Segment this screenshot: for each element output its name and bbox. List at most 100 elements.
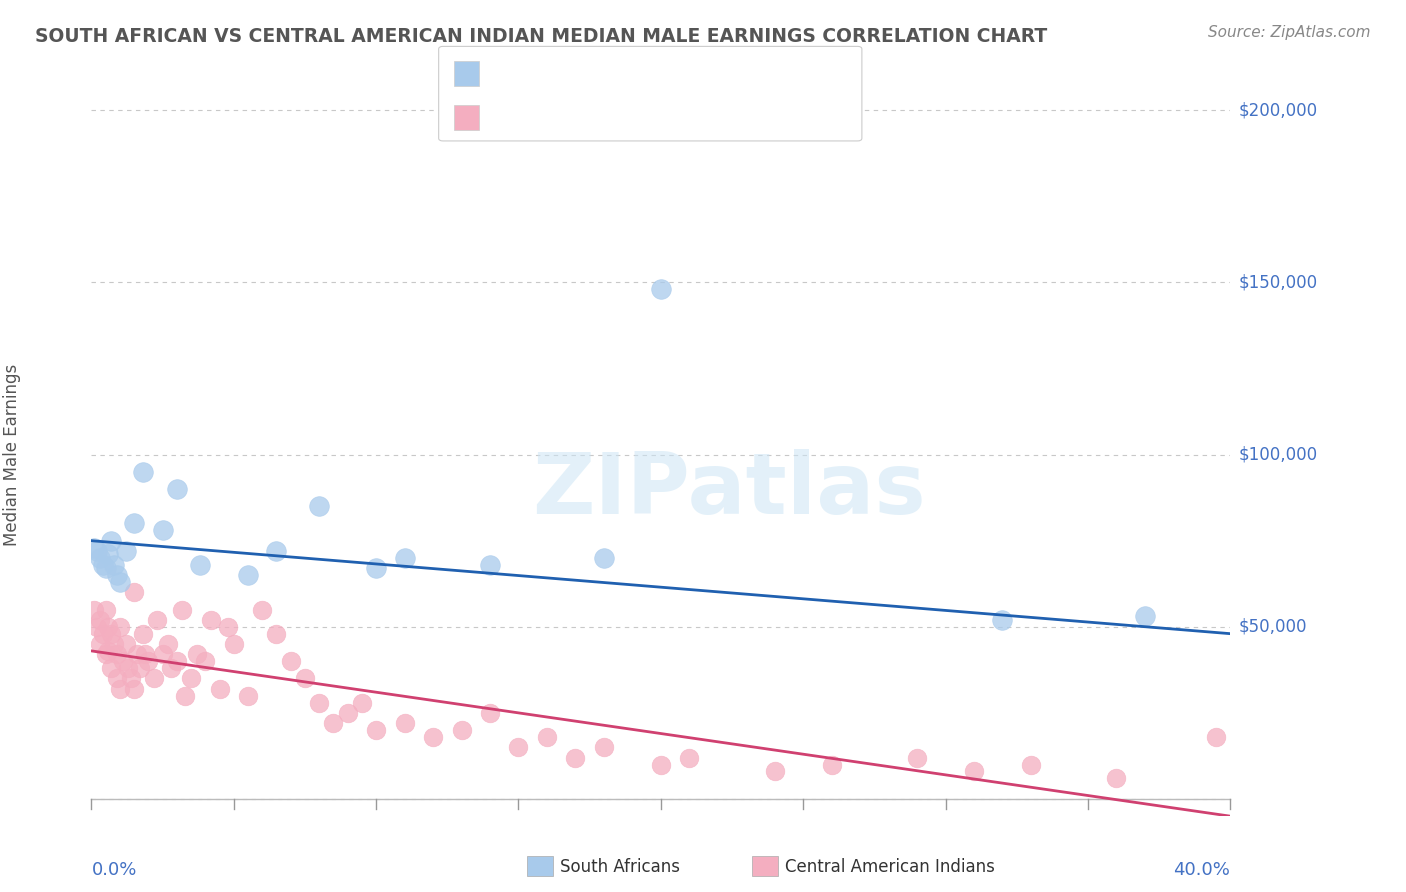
Point xyxy=(138,654,160,668)
Point xyxy=(114,544,136,558)
Point xyxy=(1133,609,1156,624)
Point xyxy=(678,750,700,764)
Point xyxy=(174,689,197,703)
Point xyxy=(394,550,416,565)
Point xyxy=(83,602,105,616)
Text: N =: N = xyxy=(578,65,626,83)
Point xyxy=(105,672,128,686)
Point xyxy=(100,533,122,548)
Point xyxy=(200,613,222,627)
Point xyxy=(152,648,174,662)
Point xyxy=(180,672,202,686)
Text: South Africans: South Africans xyxy=(560,858,679,876)
Point xyxy=(157,637,180,651)
Point xyxy=(122,681,145,696)
Point xyxy=(322,716,344,731)
Point xyxy=(108,681,131,696)
Text: 26: 26 xyxy=(612,65,633,83)
Point xyxy=(364,561,387,575)
Point xyxy=(308,500,330,514)
Point xyxy=(236,568,259,582)
Point xyxy=(152,524,174,538)
Point xyxy=(91,626,114,640)
Point xyxy=(308,696,330,710)
Point xyxy=(364,723,387,737)
Point xyxy=(97,548,120,562)
Point xyxy=(94,602,117,616)
Point xyxy=(117,661,139,675)
Text: Source: ZipAtlas.com: Source: ZipAtlas.com xyxy=(1208,25,1371,40)
Text: R =: R = xyxy=(489,65,526,83)
Point xyxy=(963,764,986,779)
Point xyxy=(97,620,120,634)
Point xyxy=(105,648,128,662)
Text: $100,000: $100,000 xyxy=(1239,446,1317,464)
Text: SOUTH AFRICAN VS CENTRAL AMERICAN INDIAN MEDIAN MALE EARNINGS CORRELATION CHART: SOUTH AFRICAN VS CENTRAL AMERICAN INDIAN… xyxy=(35,27,1047,45)
Point xyxy=(172,602,194,616)
Point xyxy=(131,465,153,479)
Point xyxy=(166,482,188,496)
Text: $150,000: $150,000 xyxy=(1239,274,1317,292)
Point xyxy=(100,661,122,675)
Point xyxy=(593,550,616,565)
Text: ZIPatlas: ZIPatlas xyxy=(533,449,927,532)
Point xyxy=(143,672,166,686)
Point xyxy=(536,730,558,744)
Point xyxy=(394,716,416,731)
Point xyxy=(166,654,188,668)
Point xyxy=(103,558,125,572)
Point xyxy=(350,696,373,710)
Point xyxy=(991,613,1014,627)
Point xyxy=(222,637,245,651)
Point xyxy=(128,661,150,675)
Point xyxy=(89,613,111,627)
Point xyxy=(266,626,288,640)
Point xyxy=(422,730,444,744)
Point xyxy=(122,585,145,599)
Point xyxy=(478,558,502,572)
Point xyxy=(1105,772,1128,786)
Text: -0.597: -0.597 xyxy=(523,110,576,128)
Point xyxy=(122,516,145,531)
Point xyxy=(86,544,108,558)
Point xyxy=(208,681,231,696)
Text: $50,000: $50,000 xyxy=(1239,618,1308,636)
Text: 40.0%: 40.0% xyxy=(1174,861,1230,879)
Point xyxy=(294,672,316,686)
Point xyxy=(89,550,111,565)
Point xyxy=(114,637,136,651)
Point xyxy=(188,558,211,572)
Point xyxy=(820,757,842,772)
Point xyxy=(134,648,156,662)
Point xyxy=(111,654,134,668)
Point xyxy=(194,654,217,668)
Point xyxy=(105,568,128,582)
Point xyxy=(564,750,586,764)
Point xyxy=(508,740,530,755)
Point xyxy=(103,637,125,651)
Point xyxy=(905,750,928,764)
Point xyxy=(91,558,114,572)
Text: N =: N = xyxy=(578,110,626,128)
Point xyxy=(83,541,105,555)
Point xyxy=(1019,757,1042,772)
Point xyxy=(125,648,148,662)
Point xyxy=(250,602,273,616)
Point xyxy=(86,620,108,634)
Point xyxy=(146,613,169,627)
Text: R =: R = xyxy=(489,110,526,128)
Point xyxy=(478,706,502,720)
Point xyxy=(89,637,111,651)
Point xyxy=(763,764,786,779)
Point xyxy=(186,648,208,662)
Text: 0.0%: 0.0% xyxy=(91,861,136,879)
Text: $200,000: $200,000 xyxy=(1239,102,1317,120)
Text: Median Male Earnings: Median Male Earnings xyxy=(3,363,21,546)
Point xyxy=(94,561,117,575)
Point xyxy=(108,620,131,634)
Point xyxy=(336,706,359,720)
Point xyxy=(280,654,302,668)
Point xyxy=(108,574,131,589)
Point xyxy=(650,282,672,296)
Point xyxy=(217,620,239,634)
